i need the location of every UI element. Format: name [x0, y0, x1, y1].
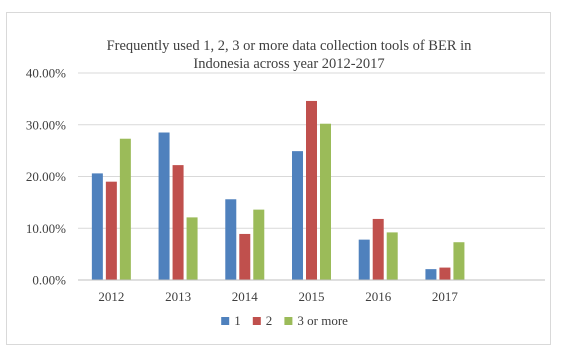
bar-3-or-more-2017	[453, 242, 465, 280]
bars	[91, 100, 465, 280]
legend-label: 1	[234, 313, 241, 328]
chart-title-line-1: Frequently used 1, 2, 3 or more data col…	[107, 38, 473, 54]
y-tick-label: 10.00%	[26, 221, 66, 236]
bar-2-2013	[172, 165, 184, 280]
chart-frame	[6, 12, 551, 345]
legend-swatch-2	[252, 317, 261, 325]
bar-3-or-more-2016	[386, 232, 398, 280]
legend-label: 3 or more	[297, 313, 348, 328]
legend-label: 2	[266, 313, 273, 328]
x-tick-label: 2012	[98, 289, 124, 304]
x-tick-label: 2014	[232, 289, 259, 304]
bar-3-or-more-2015	[320, 123, 331, 280]
bar-3-or-more-2014	[253, 209, 265, 280]
bar-1-2015	[292, 151, 303, 280]
bar-3-or-more-2012	[119, 138, 131, 280]
bar-2-2015	[306, 100, 317, 280]
bar-1-2017	[425, 269, 437, 280]
y-tick-label: 0.00%	[32, 273, 66, 288]
bar-3-or-more-2013	[186, 217, 198, 280]
legend-swatch-1	[221, 317, 230, 325]
legend-swatch-3-or-more	[284, 317, 293, 325]
x-tick-label: 2015	[299, 289, 325, 304]
y-tick-label: 40.00%	[26, 66, 66, 81]
x-tick-label: 2017	[432, 289, 459, 304]
bar-1-2014	[225, 199, 237, 280]
chart-title-line-2: Indonesia across year 2012-2017	[193, 56, 384, 72]
bar-1-2016	[358, 239, 370, 280]
bar-1-2012	[91, 173, 103, 280]
x-tick-label: 2013	[165, 289, 191, 304]
bar-2-2014	[239, 233, 251, 280]
legend: 1 2 3 or more	[221, 313, 348, 328]
bar-1-2013	[158, 132, 170, 280]
bar-2-2016	[372, 218, 384, 280]
y-tick-label: 30.00%	[26, 117, 66, 132]
bar-2-2017	[439, 267, 451, 280]
y-tick-label: 20.00%	[26, 169, 66, 184]
x-axis: 2012 2013 2014 2015 2016 2017	[78, 279, 545, 304]
bar-2-2012	[105, 181, 117, 280]
y-axis: 0.00% 10.00% 20.00% 30.00% 40.00%	[26, 66, 66, 288]
x-tick-label: 2016	[365, 289, 392, 304]
